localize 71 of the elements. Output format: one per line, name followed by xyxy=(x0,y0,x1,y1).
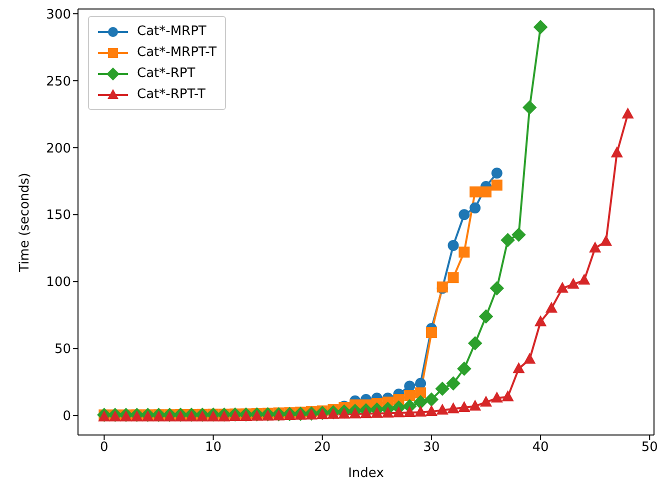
y-tick-label: 250 xyxy=(46,74,71,90)
point xyxy=(512,228,526,242)
x-tick-label: 40 xyxy=(532,440,549,456)
y-axis-title: Time (seconds) xyxy=(18,172,33,273)
y-tick-label: 0 xyxy=(62,409,71,424)
point xyxy=(524,352,536,364)
point xyxy=(556,282,568,293)
point xyxy=(448,240,459,251)
point xyxy=(600,234,612,246)
point xyxy=(567,278,580,289)
point xyxy=(415,378,426,389)
point xyxy=(447,402,460,414)
point xyxy=(426,327,437,338)
x-tick-label: 0 xyxy=(100,440,108,456)
point xyxy=(382,406,394,418)
x-tick-label: 10 xyxy=(205,440,222,456)
point xyxy=(360,407,372,418)
point xyxy=(457,362,472,376)
point xyxy=(522,100,537,115)
point xyxy=(533,20,548,34)
point xyxy=(469,400,482,411)
point xyxy=(458,400,470,412)
point xyxy=(512,362,525,374)
point xyxy=(448,272,459,284)
point xyxy=(458,209,470,220)
point xyxy=(480,186,492,198)
point xyxy=(338,408,350,419)
point xyxy=(458,246,470,258)
point xyxy=(414,406,427,417)
point xyxy=(404,390,416,401)
y-tick-label: 300 xyxy=(46,7,71,22)
point xyxy=(622,108,634,119)
point xyxy=(491,180,502,191)
x-axis-title: Index xyxy=(348,466,384,481)
point xyxy=(404,406,416,418)
point xyxy=(478,309,494,324)
point xyxy=(502,390,514,402)
legend-label: Cat*-RPT xyxy=(137,66,196,81)
point xyxy=(490,392,503,403)
x-tick-label: 30 xyxy=(423,440,440,456)
point xyxy=(446,376,460,391)
y-tick-label: 100 xyxy=(46,275,71,290)
x-tick-label: 20 xyxy=(314,440,331,456)
point xyxy=(534,315,547,326)
point xyxy=(490,281,504,296)
legend-label: Cat*-MRPT-T xyxy=(137,45,217,60)
legend-label: Cat*-MRPT xyxy=(137,24,206,39)
y-tick-label: 150 xyxy=(46,208,71,224)
point xyxy=(610,146,623,158)
legend-label: Cat*-RPT-T xyxy=(137,87,206,102)
point xyxy=(470,202,481,214)
point xyxy=(589,242,602,253)
y-tick-label: 50 xyxy=(54,342,71,358)
point xyxy=(327,408,340,419)
point xyxy=(578,274,590,285)
y-tick-label: 200 xyxy=(46,141,71,156)
point xyxy=(436,404,448,415)
point xyxy=(545,302,558,313)
point xyxy=(468,336,482,350)
point xyxy=(413,395,428,410)
point xyxy=(435,382,450,396)
point xyxy=(480,396,492,407)
point xyxy=(349,407,362,418)
point xyxy=(491,168,502,179)
point xyxy=(370,406,383,418)
x-tick-label: 50 xyxy=(641,440,657,456)
point xyxy=(425,404,438,416)
point xyxy=(470,186,481,198)
point xyxy=(392,406,405,418)
point xyxy=(424,392,439,407)
point xyxy=(500,232,515,248)
